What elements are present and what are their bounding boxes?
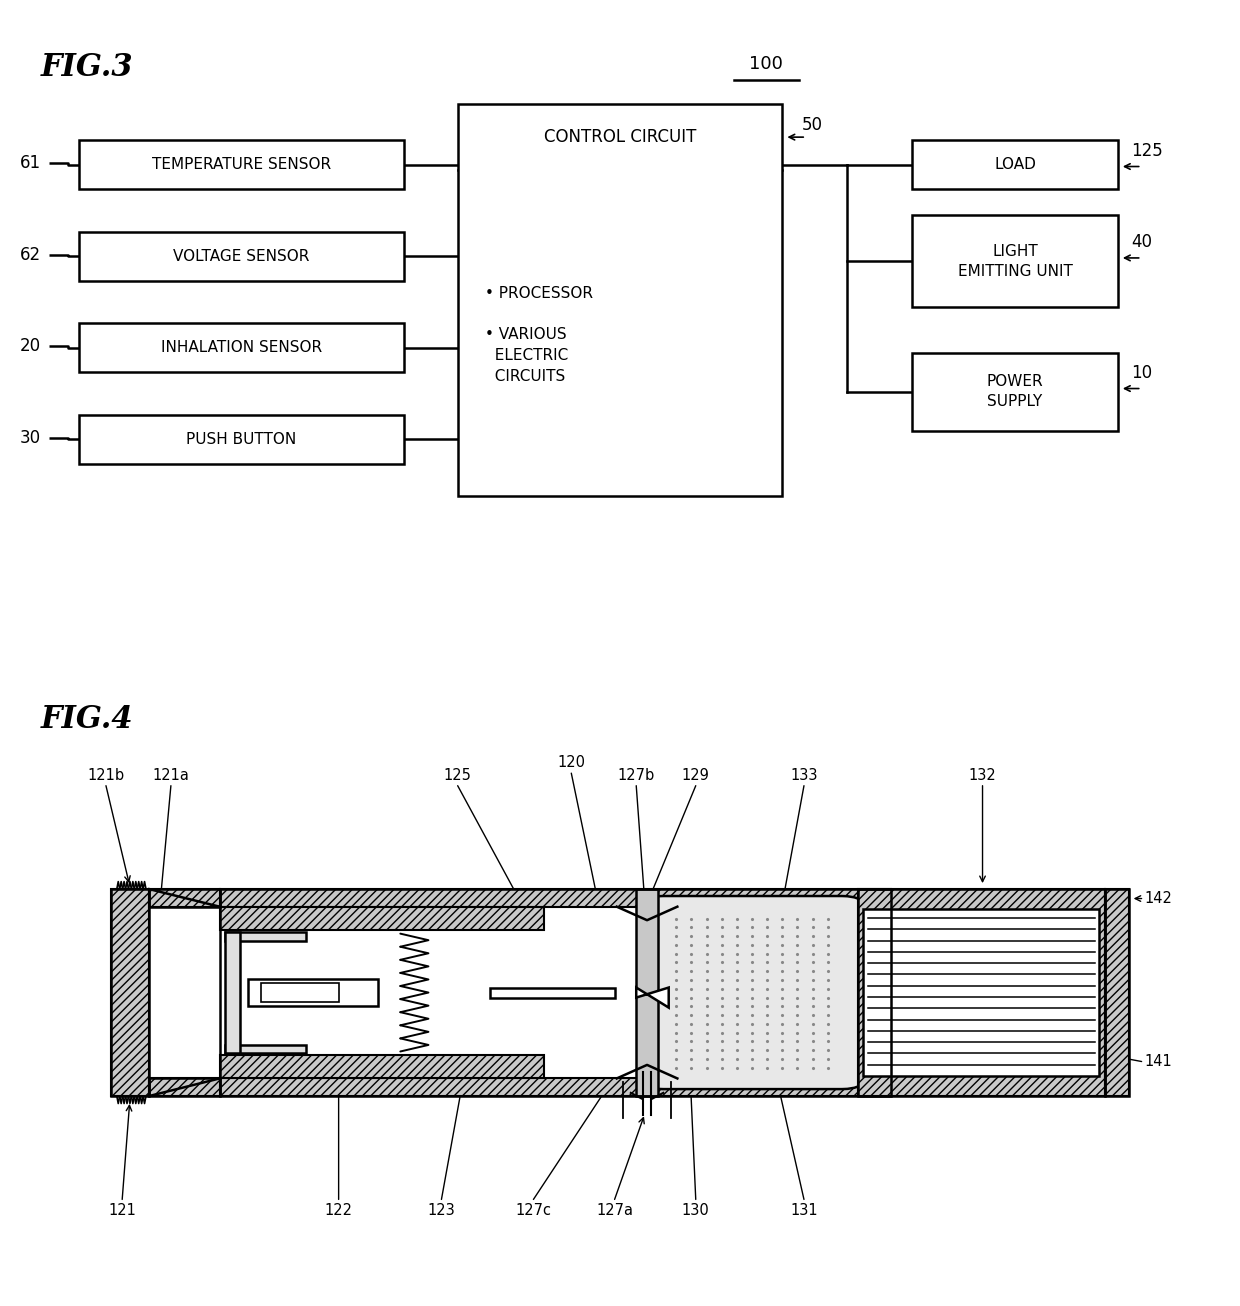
Text: 121a: 121a (153, 768, 190, 782)
Bar (913, 353, 1117, 431)
Bar (219, 889, 890, 1096)
Bar (79, 415, 403, 464)
Text: 10: 10 (1131, 364, 1152, 383)
Bar (913, 215, 1117, 307)
Bar (490, 987, 615, 998)
Bar (219, 1079, 890, 1096)
Bar (858, 889, 1105, 1096)
Bar (149, 1079, 219, 1096)
Text: PUSH BUTTON: PUSH BUTTON (186, 432, 296, 447)
FancyBboxPatch shape (640, 896, 866, 1089)
Text: FIG.4: FIG.4 (41, 704, 134, 735)
Text: 50: 50 (802, 116, 823, 133)
Bar (79, 140, 403, 189)
Text: VOLTAGE SENSOR: VOLTAGE SENSOR (174, 249, 310, 264)
Text: 130: 130 (682, 1203, 709, 1217)
Bar (636, 889, 658, 1096)
Text: 125: 125 (444, 768, 471, 782)
Text: • PROCESSOR: • PROCESSOR (485, 286, 593, 302)
Bar (248, 978, 378, 1007)
Bar (79, 323, 403, 372)
Text: 129: 129 (682, 768, 709, 782)
Text: 121b: 121b (87, 768, 124, 782)
Bar (913, 140, 1117, 189)
Text: INHALATION SENSOR: INHALATION SENSOR (161, 341, 322, 355)
Text: 131: 131 (790, 1203, 818, 1217)
Text: 30: 30 (20, 428, 41, 447)
Text: TEMPERATURE SENSOR: TEMPERATURE SENSOR (151, 158, 331, 172)
Text: 127b: 127b (618, 768, 655, 782)
Text: 133: 133 (790, 768, 817, 782)
Text: 20: 20 (20, 337, 41, 355)
Bar (858, 889, 1105, 1096)
Bar (260, 983, 339, 1002)
Bar (219, 1055, 544, 1079)
Text: 127a: 127a (596, 1203, 634, 1217)
Bar (149, 889, 219, 906)
Text: CONTROL CIRCUIT: CONTROL CIRCUIT (544, 128, 696, 146)
Text: 141: 141 (1145, 1054, 1173, 1070)
Bar (149, 1079, 219, 1096)
Bar (458, 104, 782, 496)
Text: 127c: 127c (516, 1203, 552, 1217)
Bar (112, 889, 149, 1096)
Text: 121: 121 (108, 1203, 136, 1217)
Text: 100: 100 (749, 55, 782, 73)
Bar (863, 909, 1100, 1076)
Bar (219, 906, 544, 930)
Bar (112, 889, 149, 1096)
Text: 125: 125 (1131, 142, 1163, 161)
Bar (79, 232, 403, 281)
Text: 123: 123 (428, 1203, 455, 1217)
Text: 61: 61 (20, 154, 41, 172)
Bar (219, 930, 544, 1055)
Bar (149, 906, 219, 1079)
Bar (219, 889, 890, 906)
Text: POWER
SUPPLY: POWER SUPPLY (987, 375, 1043, 409)
Text: 142: 142 (1145, 891, 1173, 906)
Text: 132: 132 (968, 768, 997, 782)
Polygon shape (636, 987, 668, 1008)
Bar (1105, 889, 1128, 1096)
Text: 120: 120 (557, 755, 585, 771)
Text: • VARIOUS
  ELECTRIC
  CIRCUITS: • VARIOUS ELECTRIC CIRCUITS (485, 328, 568, 384)
Bar (224, 1045, 306, 1054)
Bar (224, 931, 306, 940)
Bar (149, 889, 219, 906)
Text: LIGHT
EMITTING UNIT: LIGHT EMITTING UNIT (957, 244, 1073, 278)
Text: 62: 62 (20, 246, 41, 264)
Text: LOAD: LOAD (994, 158, 1035, 172)
Bar (1105, 889, 1128, 1096)
Bar (224, 931, 241, 1054)
Text: FIG.3: FIG.3 (41, 52, 134, 84)
Text: 122: 122 (325, 1203, 352, 1217)
Text: 40: 40 (1131, 234, 1152, 251)
